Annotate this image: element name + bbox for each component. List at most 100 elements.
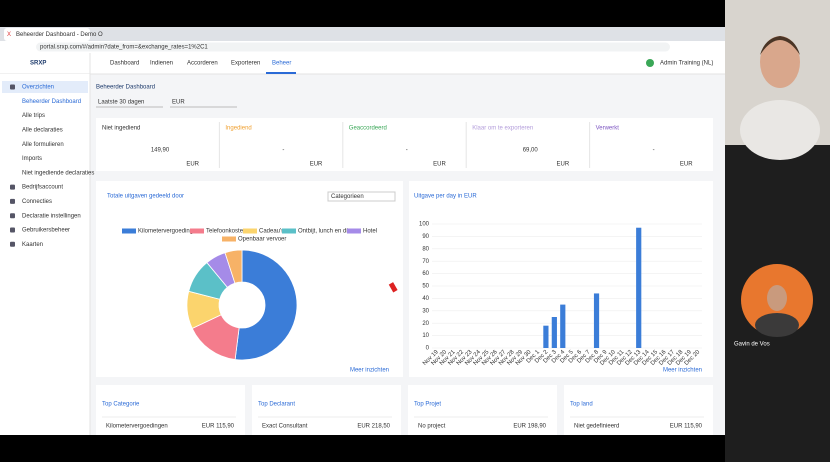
url-field[interactable] — [36, 42, 670, 52]
sidebar-item[interactable]: Beheerder Dashboard — [22, 99, 81, 105]
top-card-amount: EUR 198,90 — [513, 424, 546, 430]
top-card-title: Top Categorie — [102, 402, 140, 408]
top-nav — [0, 53, 725, 74]
logo: SRXP — [30, 61, 46, 67]
dropdown-label: Categorieen — [331, 194, 364, 200]
sidebar-icon — [10, 198, 15, 204]
legend-label: Kilometervergoedingen — [138, 229, 200, 235]
y-tick-label: 70 — [422, 259, 429, 265]
chart-title: Uitgave per day in EUR — [414, 194, 477, 200]
sidebar-item[interactable]: Niet ingediende declaraties — [22, 170, 94, 176]
nav-item[interactable]: Dashboard — [110, 61, 139, 67]
sidebar-item[interactable]: Declaratie instellingen — [22, 213, 81, 219]
sidebar-item[interactable]: Bedrijfsaccount — [22, 185, 63, 191]
link[interactable]: Meer inzichten — [663, 368, 702, 374]
user-name[interactable]: Admin Training (NL) — [660, 61, 713, 67]
sidebar-item[interactable]: Gebruikersbeheer — [22, 228, 70, 234]
stat-unit: EUR — [433, 162, 446, 168]
bar — [543, 325, 549, 348]
sidebar-item[interactable]: Alle declaraties — [22, 127, 63, 133]
legend-label: Telefoonkosten — [206, 229, 246, 235]
top-card-label: Niet gedefinieerd — [574, 424, 619, 430]
y-tick-label: 50 — [422, 284, 429, 290]
legend-swatch — [122, 228, 136, 234]
url: portal.srxp.com/#/admin?date_from=&excha… — [40, 45, 208, 51]
y-tick-label: 40 — [422, 296, 429, 302]
legend-swatch — [222, 236, 236, 242]
y-tick-label: 0 — [426, 346, 430, 352]
cursor — [388, 282, 398, 293]
tab-bar — [0, 27, 725, 41]
stat-value: - — [282, 148, 284, 154]
sidebar-icon — [10, 84, 15, 90]
y-tick-label: 60 — [422, 271, 429, 277]
legend-label: Openbaar vervoer — [238, 237, 286, 243]
participant-name: Gavin de Vos — [734, 342, 770, 348]
top-card — [252, 385, 401, 435]
top-card — [564, 385, 713, 435]
donut-slice — [234, 249, 298, 361]
sidebar-item[interactable]: Alle trips — [22, 113, 45, 119]
stat-value: - — [406, 148, 408, 154]
y-tick-label: 10 — [422, 333, 429, 339]
nav-active — [266, 72, 296, 74]
sidebar-icon — [10, 184, 15, 190]
filter[interactable]: EUR — [172, 100, 185, 106]
tab[interactable] — [4, 28, 90, 41]
stats-card — [96, 118, 713, 171]
sidebar-icon — [10, 213, 15, 219]
person-hair — [760, 36, 800, 55]
sidebar-item[interactable]: Imports — [22, 156, 42, 162]
sidebar-item[interactable]: Connecties — [22, 199, 52, 205]
sidebar-item[interactable]: Kaarten — [22, 242, 43, 248]
chart-title: Totale uitgaven gedeeld door — [107, 194, 184, 200]
top-card-amount: EUR 115,90 — [670, 424, 703, 430]
sidebar-item[interactable]: Alle formulieren — [22, 142, 64, 148]
stat-unit: EUR — [186, 162, 199, 168]
stat-unit: EUR — [310, 162, 323, 168]
bar — [636, 227, 642, 348]
donut-slice — [224, 249, 243, 284]
stat-label: Niet ingediend — [102, 126, 140, 132]
sidebar-icon — [10, 241, 15, 247]
top-card-title: Top Declarant — [258, 402, 295, 408]
stat-unit: EUR — [557, 162, 570, 168]
stat-unit: EUR — [680, 162, 693, 168]
tab-title: Beheerder Dashboard - Demo O — [16, 32, 103, 38]
dropdown[interactable] — [327, 191, 396, 202]
nav-item[interactable]: Indienen — [150, 61, 173, 67]
top-card-label: Kilometervergoedingen — [106, 424, 168, 430]
bar — [560, 304, 566, 348]
bar — [551, 317, 557, 348]
top-card-label: No project — [418, 424, 446, 430]
filter[interactable]: Laatste 30 dagen — [98, 100, 144, 106]
top-card-title: Top land — [570, 402, 593, 408]
nav-item[interactable]: Accorderen — [187, 61, 218, 67]
bar — [593, 293, 600, 348]
top-card-label: Exact Consultant — [262, 424, 308, 430]
legend-label: Cadeau's — [259, 229, 284, 235]
top-card-title: Top Projet — [414, 402, 441, 408]
top-card — [96, 385, 245, 435]
nav-item[interactable]: Beheer — [272, 61, 291, 67]
person-face — [760, 36, 800, 88]
legend-swatch — [190, 228, 204, 234]
link[interactable]: Meer inzichten — [350, 368, 389, 374]
stat-label: Ingediend — [225, 126, 251, 132]
y-tick-label: 100 — [419, 222, 430, 228]
sidebar-active — [2, 81, 88, 93]
stat-label: Geaccordeerd — [349, 126, 387, 132]
nav-item[interactable]: Exporteren — [231, 61, 260, 67]
top-card-amount: EUR 218,50 — [357, 424, 390, 430]
y-tick-label: 90 — [422, 234, 429, 240]
top-card-amount: EUR 115,90 — [202, 424, 235, 430]
bottom-band — [0, 435, 725, 462]
legend-label: Hotel — [363, 229, 377, 235]
stat-value: - — [653, 148, 655, 154]
legend-swatch — [347, 228, 361, 234]
sidebar-item[interactable]: Overzichten — [22, 85, 54, 91]
top-card — [408, 385, 557, 435]
sidebar — [0, 74, 90, 435]
sidebar-icon — [10, 227, 15, 233]
